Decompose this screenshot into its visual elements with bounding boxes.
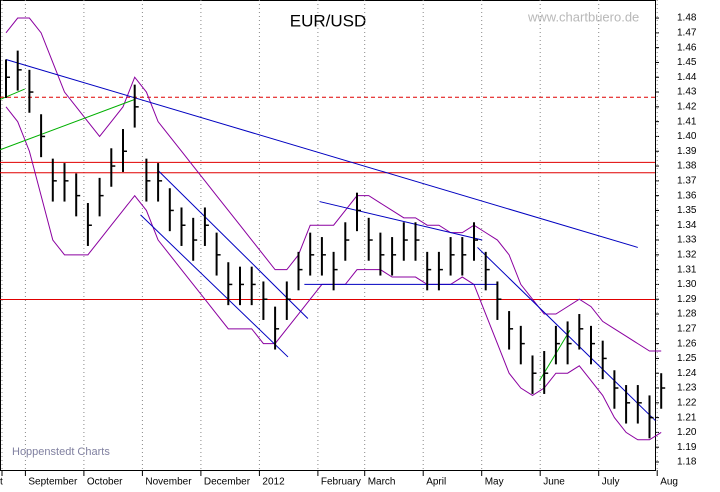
y-tick-label: 1.26: [677, 338, 697, 349]
y-tick-label: 1.20: [677, 427, 697, 438]
x-tick-label: October: [87, 477, 123, 488]
trendline: [477, 247, 656, 421]
x-tick-label: July: [602, 477, 620, 488]
source-note: Hoppenstedt Charts: [12, 446, 110, 458]
trendline: [5, 59, 638, 248]
y-tick-label: 1.22: [677, 397, 697, 408]
y-tick-label: 1.38: [677, 161, 697, 172]
y-tick-label: 1.35: [677, 205, 697, 216]
trendline: [0, 88, 25, 100]
trendline: [319, 201, 483, 241]
y-tick-label: 1.24: [677, 368, 697, 379]
y-tick-label: 1.25: [677, 353, 697, 364]
x-tick-label: March: [368, 477, 396, 488]
y-tick-label: 1.19: [677, 442, 697, 453]
y-tick-label: 1.42: [677, 101, 697, 112]
x-tick-label: June: [543, 477, 565, 488]
x-tick-label: November: [145, 477, 192, 488]
y-tick-label: 1.44: [677, 72, 697, 83]
y-tick-label: 1.30: [677, 279, 697, 290]
upper-band: [5, 17, 662, 352]
trendline: [0, 98, 135, 151]
x-tick-label: December: [204, 477, 251, 488]
y-tick-label: 1.33: [677, 235, 697, 246]
plot-frame: [0, 0, 656, 471]
x-tick-label: February: [321, 477, 361, 488]
x-tick-label: t: [0, 477, 3, 488]
y-tick-label: 1.43: [677, 87, 697, 98]
watermark: www.chartbuero.de: [527, 9, 639, 24]
y-tick-label: 1.47: [677, 27, 697, 38]
y-tick-label: 1.27: [677, 323, 697, 334]
trendline: [157, 170, 309, 319]
y-tick-label: 1.21: [677, 412, 697, 423]
y-tick-label: 1.40: [677, 131, 697, 142]
y-tick-label: 1.31: [677, 264, 697, 275]
y-tick-label: 1.18: [677, 457, 697, 468]
x-tick-label: May: [485, 477, 504, 488]
y-tick-label: 1.36: [677, 190, 697, 201]
x-tick-label: Aug: [660, 477, 678, 488]
trendline: [140, 214, 289, 358]
y-tick-label: 1.28: [677, 309, 697, 320]
x-tick-label: September: [28, 477, 78, 488]
y-tick-label: 1.41: [677, 116, 697, 127]
y-tick-label: 1.46: [677, 42, 697, 53]
y-tick-label: 1.34: [677, 220, 697, 231]
chart-title: EUR/USD: [290, 11, 367, 30]
y-tick-label: 1.45: [677, 57, 697, 68]
y-tick-label: 1.48: [677, 13, 697, 24]
y-tick-label: 1.32: [677, 249, 697, 260]
y-tick-label: 1.37: [677, 175, 697, 186]
y-tick-label: 1.39: [677, 146, 697, 157]
y-tick-label: 1.23: [677, 383, 697, 394]
y-tick-label: 1.29: [677, 294, 697, 305]
x-tick-label: April: [426, 477, 446, 488]
x-tick-label: 2012: [262, 477, 285, 488]
